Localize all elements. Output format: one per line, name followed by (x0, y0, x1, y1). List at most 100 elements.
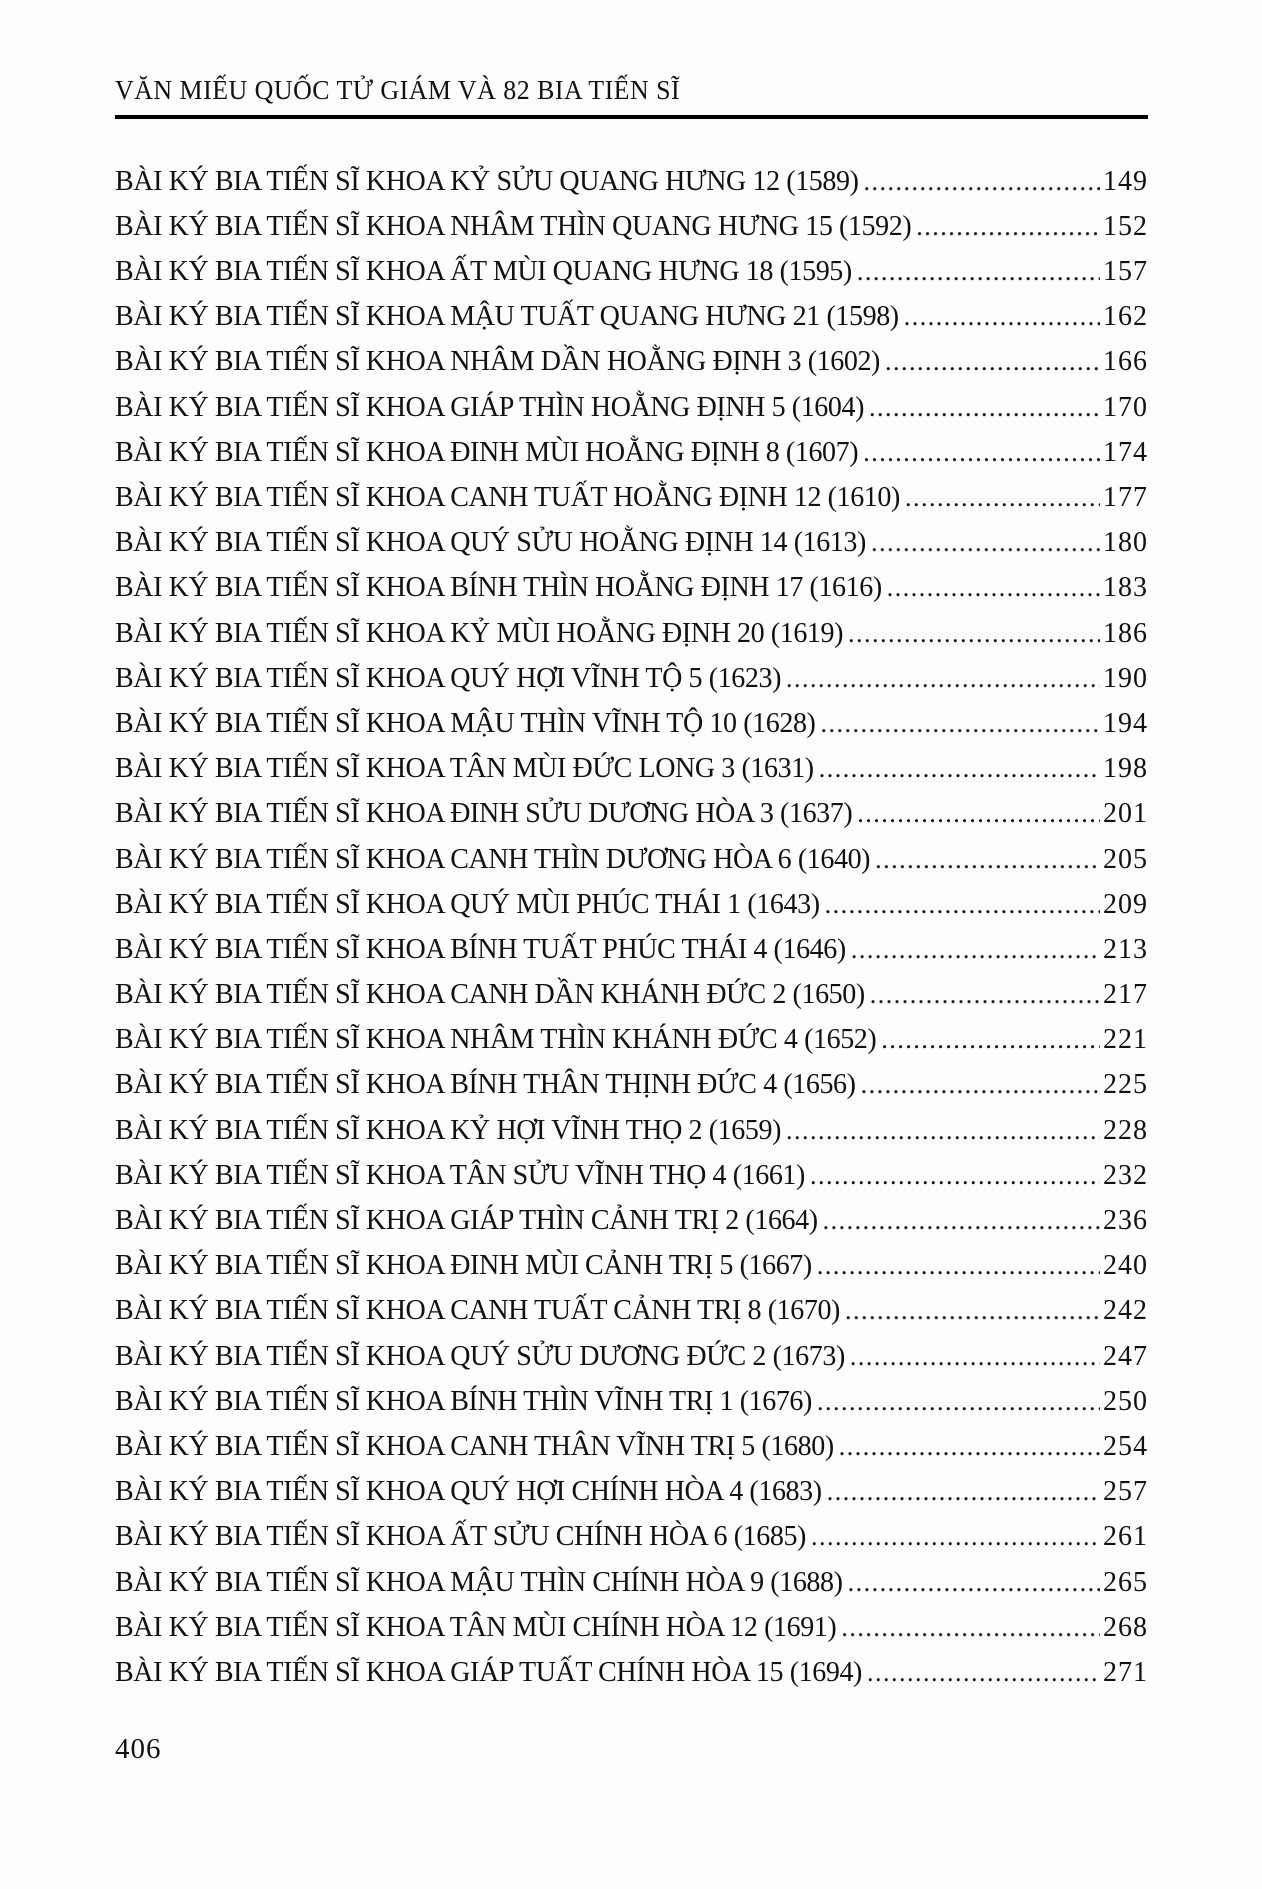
toc-entry: BÀI KÝ BIA TIẾN SĨ KHOA KỶ HỢI VĨNH THỌ … (115, 1108, 1148, 1153)
dot-leader (870, 972, 1100, 1017)
toc-entry: BÀI KÝ BIA TIẾN SĨ KHOA KỶ MÙI HOẰNG ĐỊN… (115, 611, 1148, 656)
dot-leader (810, 1153, 1100, 1198)
toc-entry-label: BÀI KÝ BIA TIẾN SĨ KHOA KỶ SỬU QUANG HƯN… (115, 165, 859, 197)
toc-entry-label: BÀI KÝ BIA TIẾN SĨ KHOA BÍNH THÂN THỊNH … (115, 1069, 856, 1101)
toc-entry: BÀI KÝ BIA TIẾN SĨ KHOA TÂN MÙI CHÍNH HÒ… (115, 1605, 1148, 1650)
dot-leader (875, 837, 1100, 882)
toc-entry-page: 170 (1103, 391, 1148, 423)
toc-entry-page: 198 (1103, 753, 1148, 785)
dot-leader (839, 1424, 1100, 1469)
toc-entry-label: BÀI KÝ BIA TIẾN SĨ KHOA TÂN MÙI CHÍNH HÒ… (115, 1611, 837, 1643)
dot-leader (885, 339, 1100, 384)
toc-entry-label: BÀI KÝ BIA TIẾN SĨ KHOA GIÁP THÌN CẢNH T… (115, 1205, 818, 1236)
table-of-contents: BÀI KÝ BIA TIẾN SĨ KHOA KỶ SỬU QUANG HƯN… (115, 159, 1148, 1695)
dot-leader (851, 927, 1100, 972)
toc-entry-page: 180 (1103, 527, 1148, 559)
toc-entry-label: BÀI KÝ BIA TIẾN SĨ KHOA NHÂM DẦN HOẰNG Đ… (115, 346, 880, 378)
toc-entry-page: 209 (1103, 888, 1148, 920)
dot-leader (857, 791, 1100, 836)
dot-leader (850, 1334, 1100, 1379)
toc-entry-page: 254 (1103, 1430, 1148, 1462)
toc-entry: BÀI KÝ BIA TIẾN SĨ KHOA CANH TUẤT HOẰNG … (115, 475, 1148, 520)
toc-entry: BÀI KÝ BIA TIẾN SĨ KHOA BÍNH TUẤT PHÚC T… (115, 927, 1148, 972)
toc-entry-label: BÀI KÝ BIA TIẾN SĨ KHOA MẬU TUẤT QUANG H… (115, 301, 899, 333)
toc-entry-page: 268 (1103, 1611, 1148, 1643)
toc-entry: BÀI KÝ BIA TIẾN SĨ KHOA BÍNH THÂN THỊNH … (115, 1062, 1148, 1107)
toc-entry: BÀI KÝ BIA TIẾN SĨ KHOA CANH THÌN DƯƠNG … (115, 837, 1148, 882)
toc-entry-page: 162 (1103, 301, 1148, 333)
toc-entry-label: BÀI KÝ BIA TIẾN SĨ KHOA CANH DẦN KHÁNH Đ… (115, 979, 865, 1011)
toc-entry: BÀI KÝ BIA TIẾN SĨ KHOA QUÝ SỬU DƯƠNG ĐỨ… (115, 1334, 1148, 1379)
dot-leader (905, 475, 1100, 520)
toc-entry-page: 250 (1103, 1385, 1148, 1417)
toc-entry: BÀI KÝ BIA TIẾN SĨ KHOA BÍNH THÌN HOẰNG … (115, 565, 1148, 610)
toc-entry: BÀI KÝ BIA TIẾN SĨ KHOA CANH TUẤT CẢNH T… (115, 1288, 1148, 1333)
toc-entry-page: 190 (1103, 662, 1148, 694)
toc-entry-page: 217 (1103, 979, 1148, 1011)
toc-entry-label: BÀI KÝ BIA TIẾN SĨ KHOA TÂN SỬU VĨNH THỌ… (115, 1159, 805, 1191)
toc-entry: BÀI KÝ BIA TIẾN SĨ KHOA MẬU TUẤT QUANG H… (115, 294, 1148, 339)
toc-entry-label: BÀI KÝ BIA TIẾN SĨ KHOA KỶ MÙI HOẰNG ĐỊN… (115, 617, 844, 649)
dot-leader (811, 1514, 1100, 1559)
toc-entry-label: BÀI KÝ BIA TIẾN SĨ KHOA ĐINH MÙI CẢNH TR… (115, 1250, 812, 1282)
toc-entry-page: 194 (1103, 707, 1148, 739)
dot-leader (827, 1469, 1100, 1514)
toc-entry-page: 225 (1103, 1069, 1148, 1101)
toc-entry-label: BÀI KÝ BIA TIẾN SĨ KHOA QUÝ HỢI CHÍNH HÒ… (115, 1476, 822, 1508)
toc-entry: BÀI KÝ BIA TIẾN SĨ KHOA QUÝ SỬU HOẰNG ĐỊ… (115, 520, 1148, 565)
toc-entry: BÀI KÝ BIA TIẾN SĨ KHOA ĐINH MÙI HOẰNG Đ… (115, 430, 1148, 475)
dot-leader (820, 701, 1100, 746)
toc-entry-page: 236 (1103, 1205, 1148, 1236)
toc-entry-label: BÀI KÝ BIA TIẾN SĨ KHOA CANH TUẤT CẢNH T… (115, 1295, 840, 1327)
toc-entry-label: BÀI KÝ BIA TIẾN SĨ KHOA GIÁP TUẤT CHÍNH … (115, 1656, 862, 1688)
toc-entry-page: 213 (1103, 933, 1148, 965)
toc-entry: BÀI KÝ BIA TIẾN SĨ KHOA TÂN MÙI ĐỨC LONG… (115, 746, 1148, 791)
dot-leader (848, 611, 1100, 656)
toc-entry: BÀI KÝ BIA TIẾN SĨ KHOA CANH DẦN KHÁNH Đ… (115, 972, 1148, 1017)
dot-leader (863, 430, 1100, 475)
toc-entry: BÀI KÝ BIA TIẾN SĨ KHOA GIÁP TUẤT CHÍNH … (115, 1650, 1148, 1695)
toc-entry: BÀI KÝ BIA TIẾN SĨ KHOA NHÂM DẦN HOẰNG Đ… (115, 339, 1148, 384)
toc-entry-page: 186 (1103, 617, 1148, 649)
toc-entry: BÀI KÝ BIA TIẾN SĨ KHOA BÍNH THÌN VĨNH T… (115, 1379, 1148, 1424)
toc-entry-label: BÀI KÝ BIA TIẾN SĨ KHOA QUÝ SỬU DƯƠNG ĐỨ… (115, 1340, 845, 1372)
toc-entry-page: 265 (1103, 1566, 1148, 1598)
toc-entry-label: BÀI KÝ BIA TIẾN SĨ KHOA CANH TUẤT HOẰNG … (115, 482, 900, 513)
toc-entry-page: 149 (1103, 165, 1148, 197)
toc-entry: BÀI KÝ BIA TIẾN SĨ KHOA ĐINH SỬU DƯƠNG H… (115, 791, 1148, 836)
dot-leader (864, 159, 1100, 204)
toc-entry-label: BÀI KÝ BIA TIẾN SĨ KHOA MẬU THÌN VĨNH TỘ… (115, 707, 816, 739)
toc-entry-page: 242 (1103, 1295, 1148, 1327)
toc-entry-label: BÀI KÝ BIA TIẾN SĨ KHOA MẬU THÌN CHÍNH H… (115, 1566, 843, 1598)
toc-entry-label: BÀI KÝ BIA TIẾN SĨ KHOA TÂN MÙI ĐỨC LONG… (115, 753, 814, 785)
toc-entry-page: 271 (1103, 1656, 1148, 1688)
dot-leader (819, 746, 1100, 791)
toc-entry-label: BÀI KÝ BIA TIẾN SĨ KHOA CANH THÌN DƯƠNG … (115, 843, 871, 875)
toc-entry: BÀI KÝ BIA TIẾN SĨ KHOA ĐINH MÙI CẢNH TR… (115, 1243, 1148, 1288)
toc-entry-label: BÀI KÝ BIA TIẾN SĨ KHOA BÍNH THÌN VĨNH T… (115, 1385, 812, 1417)
toc-entry: BÀI KÝ BIA TIẾN SĨ KHOA MẬU THÌN CHÍNH H… (115, 1560, 1148, 1605)
toc-entry-label: BÀI KÝ BIA TIẾN SĨ KHOA QUÝ HỢI VĨNH TỘ … (115, 662, 781, 694)
toc-entry: BÀI KÝ BIA TIẾN SĨ KHOA QUÝ HỢI VĨNH TỘ … (115, 656, 1148, 701)
toc-entry: BÀI KÝ BIA TIẾN SĨ KHOA NHÂM THÌN QUANG … (115, 204, 1148, 249)
toc-entry-label: BÀI KÝ BIA TIẾN SĨ KHOA QUÝ SỬU HOẰNG ĐỊ… (115, 527, 866, 559)
dot-leader (848, 1560, 1100, 1605)
dot-leader (825, 882, 1100, 927)
toc-entry-page: 261 (1103, 1521, 1148, 1553)
toc-entry: BÀI KÝ BIA TIẾN SĨ KHOA MẬU THÌN VĨNH TỘ… (115, 701, 1148, 746)
dot-leader (786, 656, 1100, 701)
toc-entry: BÀI KÝ BIA TIẾN SĨ KHOA QUÝ HỢI CHÍNH HÒ… (115, 1469, 1148, 1514)
toc-entry: BÀI KÝ BIA TIẾN SĨ KHOA NHÂM THÌN KHÁNH … (115, 1017, 1148, 1062)
toc-entry-label: BÀI KÝ BIA TIẾN SĨ KHOA QUÝ MÙI PHÚC THÁ… (115, 888, 820, 920)
dot-leader (881, 1017, 1100, 1062)
toc-entry-page: 205 (1103, 843, 1148, 875)
dot-leader (857, 249, 1100, 294)
toc-entry-page: 221 (1103, 1024, 1148, 1056)
header-rule (115, 114, 1148, 119)
toc-entry-page: 183 (1103, 572, 1148, 604)
dot-leader (823, 1198, 1100, 1243)
toc-entry-label: BÀI KÝ BIA TIẾN SĨ KHOA GIÁP THÌN HOẰNG … (115, 391, 865, 423)
dot-leader (817, 1379, 1100, 1424)
dot-leader (871, 520, 1100, 565)
toc-entry-page: 240 (1103, 1250, 1148, 1282)
